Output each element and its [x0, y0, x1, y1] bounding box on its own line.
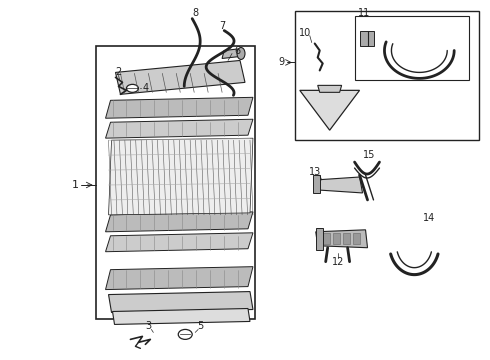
Polygon shape — [318, 85, 342, 92]
Ellipse shape — [178, 329, 192, 339]
Text: 14: 14 — [423, 213, 436, 223]
Polygon shape — [300, 90, 360, 130]
Text: 13: 13 — [309, 167, 321, 177]
Polygon shape — [105, 233, 253, 252]
Polygon shape — [315, 177, 363, 193]
Text: 5: 5 — [197, 321, 203, 332]
Text: 9: 9 — [279, 58, 285, 67]
Polygon shape — [316, 228, 323, 250]
Text: 12: 12 — [331, 257, 344, 267]
Polygon shape — [108, 138, 253, 215]
Text: 6: 6 — [234, 45, 240, 55]
Text: 1: 1 — [72, 180, 79, 190]
Bar — [96, 45, 255, 319]
Polygon shape — [105, 212, 253, 232]
Text: 8: 8 — [192, 8, 198, 18]
Polygon shape — [105, 119, 253, 138]
Polygon shape — [353, 233, 360, 244]
Polygon shape — [343, 233, 349, 244]
Polygon shape — [108, 292, 253, 312]
Text: 11: 11 — [358, 8, 370, 18]
Polygon shape — [222, 49, 242, 58]
Text: 10: 10 — [298, 28, 311, 37]
Text: 2: 2 — [115, 67, 122, 77]
Bar — [355, 15, 469, 80]
Text: 7: 7 — [219, 21, 225, 31]
Text: 4: 4 — [143, 84, 148, 93]
Text: 3: 3 — [146, 321, 151, 332]
Ellipse shape — [237, 48, 245, 59]
Polygon shape — [113, 309, 250, 324]
Text: 15: 15 — [363, 150, 376, 160]
Polygon shape — [313, 175, 319, 193]
Polygon shape — [316, 230, 368, 248]
Bar — [295, 11, 479, 140]
Polygon shape — [116, 60, 245, 94]
Polygon shape — [333, 233, 340, 244]
Polygon shape — [105, 267, 253, 289]
Polygon shape — [360, 31, 374, 45]
Polygon shape — [323, 233, 330, 244]
Polygon shape — [105, 97, 253, 118]
Ellipse shape — [126, 84, 138, 92]
